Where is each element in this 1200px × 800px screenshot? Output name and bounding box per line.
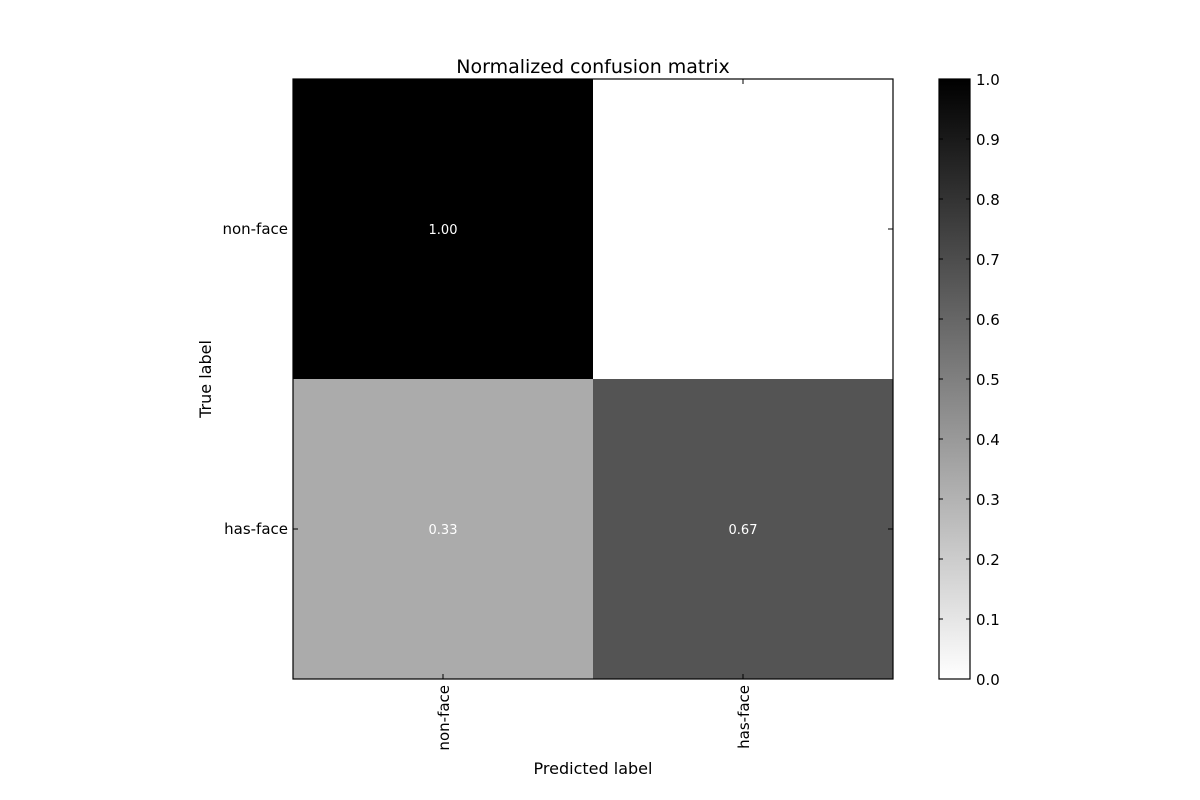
colorbar-tick-label: 0.0 [976, 671, 1000, 689]
x-tick-label: non-face [435, 685, 453, 751]
y-tick-label: non-face [222, 220, 288, 238]
colorbar-ticks: 0.0 0.1 0.2 0.3 0.4 0.5 0.6 0.7 0.8 0.9 1.0 [939, 71, 1000, 689]
chart-title: Normalized confusion matrix [456, 56, 729, 78]
colorbar [938, 78, 971, 680]
matrix-cell [293, 79, 593, 379]
colorbar-tick-label: 0.8 [976, 191, 1000, 209]
colorbar-tick-label: 0.4 [976, 431, 1000, 449]
plot-frame [292, 78, 894, 680]
colorbar-tick-label: 1.0 [976, 71, 1000, 89]
cell-value-label: 1.00 [429, 223, 458, 238]
y-axis-ticks: non-face has-face [222, 220, 893, 538]
matrix-cell [293, 379, 593, 679]
x-tick-label: has-face [735, 685, 753, 749]
cell-value-label: 0.33 [429, 523, 458, 538]
y-tick-label: has-face [224, 520, 288, 538]
colorbar-tick-label: 0.5 [976, 371, 1000, 389]
colorbar-tick-label: 0.2 [976, 551, 1000, 569]
colorbar-tick-label: 0.7 [976, 251, 1000, 269]
y-axis-label: True label [196, 340, 215, 419]
colorbar-tick-label: 0.1 [976, 611, 1000, 629]
matrix-cell [593, 379, 893, 679]
x-axis-ticks: non-face has-face [435, 79, 753, 751]
matrix-cell [593, 79, 893, 379]
matrix-cells: 1.00 0.33 0.67 [293, 79, 893, 679]
colorbar-tick-label: 0.3 [976, 491, 1000, 509]
colorbar-tick-label: 0.9 [976, 131, 1000, 149]
colorbar-tick-label: 0.6 [976, 311, 1000, 329]
cell-value-label: 0.67 [729, 523, 758, 538]
x-axis-label: Predicted label [534, 759, 653, 778]
